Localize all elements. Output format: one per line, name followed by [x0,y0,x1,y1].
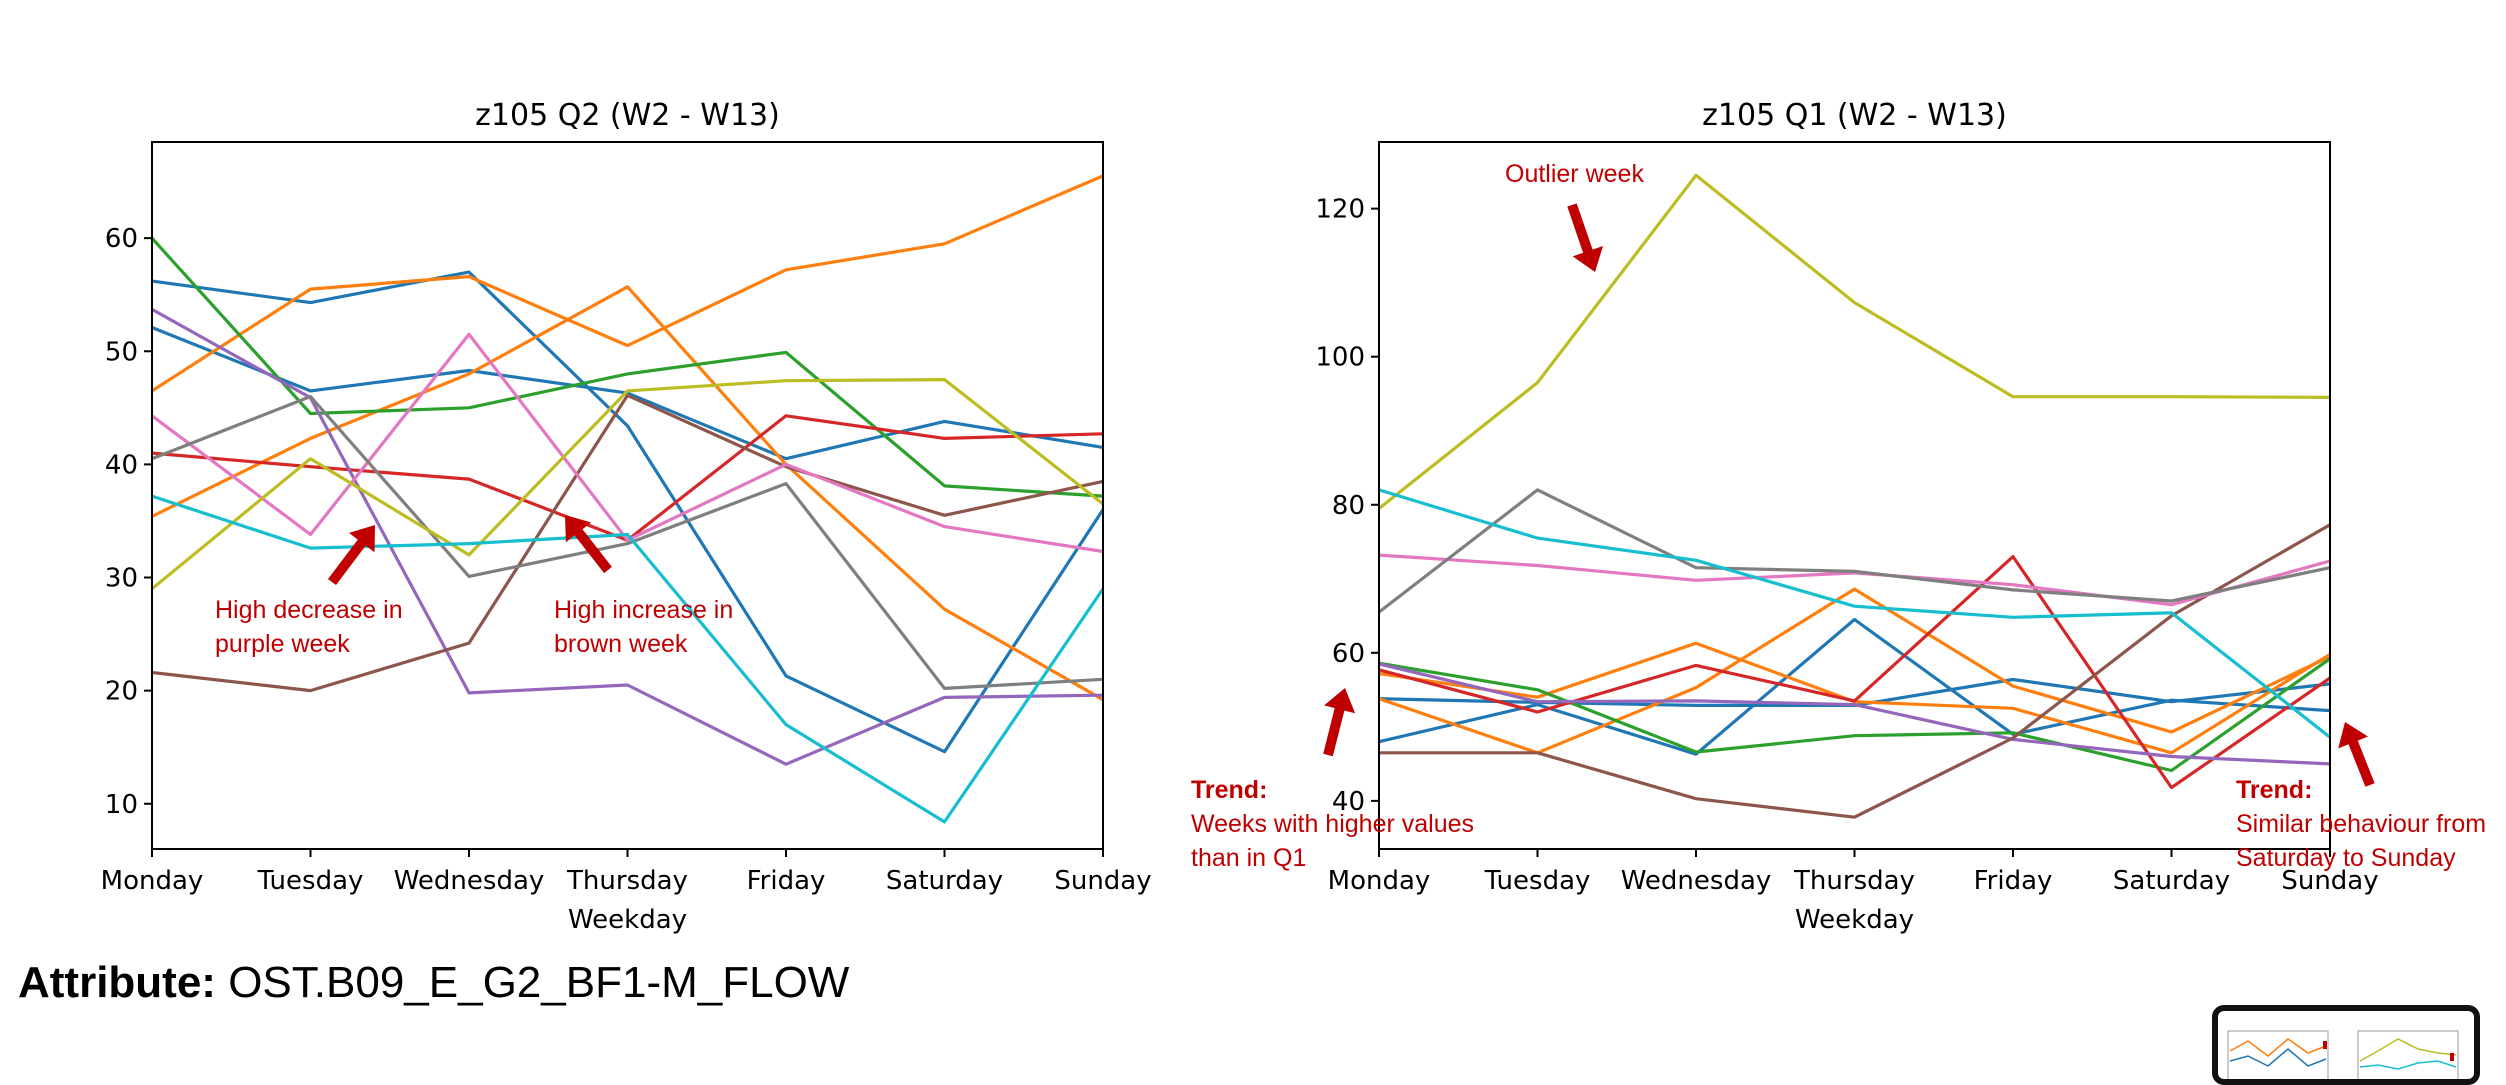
y-tick-label: 80 [1332,491,1365,521]
series-line-5 [150,237,1104,498]
annotation-text: brown week [554,630,688,658]
y-tick-label: 60 [105,224,138,254]
y-tick-label: 20 [105,677,138,707]
series-line-2 [1378,617,2331,756]
series-line-10 [151,394,1104,691]
annotation-title: Trend: [2236,776,2312,804]
annotation-title: Trend: [1191,776,1267,804]
x-tick-label: Tuesday [257,866,364,896]
annotation-2: Trend: Weeks with higher values than in Q1 [1191,688,1474,872]
annotation-text: Saturday to Sunday [2236,844,2456,872]
x-tick-label: Saturday [2113,866,2230,896]
series-line-12 [151,494,1105,824]
y-tick-label: 120 [1315,195,1365,225]
series-line-6 [1378,554,2331,790]
chart-title: z105 Q2 (W2 - W13) [475,98,780,133]
annotation-2: High increase in brown week [554,515,733,658]
annotation-arrow [565,515,612,574]
annotation-text: Outlier week [1505,160,1644,188]
attribute-label: Attribute: [18,958,216,1007]
chart-2: z105 Q1 (W2 - W13) Monday Tuesday Wednesday… [1191,98,2486,935]
annotation-1: High decrease in purple week [215,525,403,658]
chart-title: z105 Q1 (W2 - W13) [1702,98,2007,133]
x-tick-label: Tuesday [1484,866,1591,896]
series-line-4 [151,285,1104,702]
y-tick-label: 50 [105,337,138,367]
x-tick-label: Sunday [2281,866,2378,896]
x-tick-label: Monday [101,866,204,896]
plot-frame [151,141,1104,850]
y-tick-label: 10 [105,790,138,820]
y-tick-label: 40 [105,450,138,480]
x-tick-label: Thursday [1793,866,1915,896]
series-line-11 [150,378,1104,591]
annotation-arrow [1323,688,1356,757]
annotation-text: Weeks with higher values [1191,810,1474,838]
series-line-11 [1378,173,2331,510]
x-tick-label: Friday [1974,866,2053,896]
thumbnail-image [2227,1030,2459,1079]
x-tick-label: Friday [747,866,826,896]
annotation-arrow [328,525,375,585]
y-tick-label: 100 [1315,343,1365,373]
x-tick-label: Wednesday [1621,866,1772,896]
annotation-text: than in Q1 [1191,844,1306,872]
y-tick-label: 40 [1332,787,1365,817]
annotation-3: Trend: Similar behaviour from Saturday to … [2236,722,2486,872]
series-line-5 [1378,657,2331,773]
series-line-9 [151,332,1104,554]
annotation-arrow [2338,722,2375,787]
x-tick-label: Monday [1328,866,1431,896]
annotation-text: purple week [215,630,350,658]
x-tick-label: Saturday [886,866,1003,896]
chart-1: z105 Q2 (W2 - W13) Monday Tuesday Wednesday… [101,98,1152,935]
series-line-1 [151,270,1105,754]
annotation-text: High increase in [554,596,733,624]
series-line-10 [1378,488,2331,614]
attribute-line: Attribute: OST.B09_E_G2_BF1-M_FLOW [18,958,849,1008]
series-line-8 [151,393,1104,693]
x-tick-label: Thursday [566,866,688,896]
y-tick-label: 30 [105,564,138,594]
x-axis-label: Weekday [568,905,687,935]
preview-thumbnail[interactable] [2212,1005,2480,1085]
y-tick-label: 60 [1332,639,1365,669]
annotation-arrow [1567,203,1603,272]
x-tick-label: Sunday [1054,866,1151,896]
series-line-3 [151,174,1104,393]
annotation-1: Outlier week [1505,160,1644,272]
annotation-text: High decrease in [215,596,403,624]
series-line-4 [1378,587,2331,755]
attribute-value: OST.B09_E_G2_BF1-M_FLOW [228,958,850,1007]
series-line-7 [1378,662,2331,766]
x-tick-label: Wednesday [394,866,545,896]
annotation-text: Similar behaviour from [2236,810,2486,838]
series-line-12 [1378,488,2331,739]
x-axis-label: Weekday [1795,905,1914,935]
series-line-8 [1379,523,2331,819]
